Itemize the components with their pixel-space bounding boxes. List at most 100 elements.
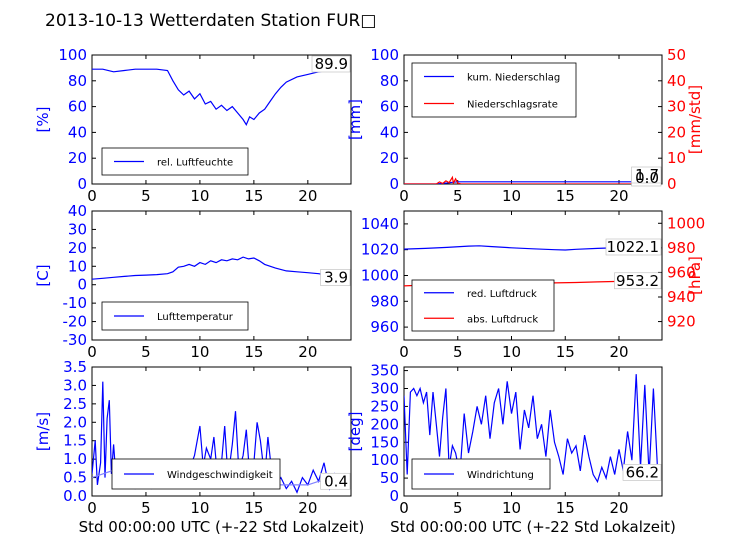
legend-label: Lufttemperatur — [157, 312, 234, 323]
y-tick-label: 20 — [380, 149, 399, 167]
y-tick-label: 980 — [370, 292, 399, 310]
legend: kum. Niederschlag Niederschlagsrate — [411, 62, 662, 187]
y-tick-label: 80 — [68, 72, 87, 90]
y-tick-label: -20 — [63, 313, 88, 331]
x-tick-label: 20 — [609, 187, 628, 205]
legend-box — [411, 279, 555, 332]
y-tick-label: 250 — [370, 397, 399, 415]
x-tick-label: 0 — [87, 343, 97, 361]
y-tick-label: 1000 — [361, 267, 399, 285]
last-value-label: 0.4 — [324, 472, 348, 490]
x-tick-label: 0 — [399, 343, 409, 361]
y-tick-label: 3.5 — [63, 358, 87, 376]
y-tick-label: 300 — [370, 380, 399, 398]
y-right-tick-label: 920 — [667, 313, 696, 331]
x-tick-label: 10 — [190, 343, 209, 361]
figure-title: 2013-10-13 Wetterdaten Station FUR□ — [45, 11, 376, 31]
y-tick-label: 40 — [68, 202, 87, 220]
y-tick-label: 0 — [389, 487, 399, 505]
y-tick-label: 1.0 — [63, 450, 87, 468]
x-tick-label: 10 — [190, 499, 209, 517]
y-right-tick-label: 30 — [667, 98, 686, 116]
last-value-label: 66.2 — [626, 463, 659, 481]
value-label-box — [622, 464, 662, 481]
legend-label: rel. Luftfeuchte — [157, 158, 233, 169]
value-label-box — [605, 238, 662, 256]
y-tick-label: 2.0 — [63, 413, 87, 431]
x-tick-label: 15 — [556, 499, 575, 517]
y-tick-label: 20 — [68, 149, 87, 167]
x-tick-label: 5 — [453, 343, 463, 361]
value-label-box — [311, 55, 351, 73]
series-line-lufttemperatur — [92, 256, 348, 280]
x-tick-label: 20 — [298, 343, 317, 361]
last-value-label: 953.2 — [616, 272, 659, 290]
legend-label: Niederschlagsrate — [467, 100, 558, 111]
y-tick-label: 0 — [77, 175, 87, 193]
series-line-rel-luftfeuchte — [92, 67, 348, 127]
y-tick-label: 200 — [370, 415, 399, 433]
legend: Lufttemperatur — [101, 269, 351, 331]
y-right-tick-label: 50 — [667, 46, 686, 64]
x-axis-label: Std 00:00:00 UTC (+-22 Std Lokalzeit) — [79, 518, 365, 536]
value-label-box — [320, 472, 351, 490]
x-tick-label: 20 — [609, 499, 628, 517]
y-tick-label: 960 — [370, 318, 399, 336]
x-tick-label: 10 — [190, 187, 209, 205]
y-right-axis-label: [mm/std] — [686, 85, 704, 154]
x-tick-label: 5 — [141, 499, 151, 517]
chart-pressure: 0 5 10 15 20 960 980 1000 1020 1040 920 940 960 980 10… — [361, 210, 705, 361]
x-tick-label: 0 — [87, 499, 97, 517]
y-axis-label: [m/s] — [34, 412, 52, 451]
y-tick-label: 40 — [68, 123, 87, 141]
y-tick-label: 0 — [389, 175, 399, 193]
y-tick-label: 350 — [370, 362, 399, 380]
x-tick-label: 0 — [399, 499, 409, 517]
legend-label: abs. Luftdruck — [467, 314, 538, 325]
legend-label: Windgeschwindigkeit — [167, 470, 273, 481]
legend-label: Windrichtung — [467, 470, 534, 481]
x-tick-label: 20 — [298, 187, 317, 205]
y-tick-label: 30 — [68, 220, 87, 238]
y-tick-label: 50 — [380, 469, 399, 487]
y-tick-label: 1020 — [361, 241, 399, 259]
y-right-tick-label: 40 — [667, 72, 686, 90]
x-tick-label: 20 — [609, 343, 628, 361]
y-axis-label: [mm] — [346, 99, 364, 140]
x-tick-label: 5 — [453, 187, 463, 205]
x-tick-label: 0 — [87, 187, 97, 205]
y-right-tick-label: 960 — [667, 263, 696, 281]
y-axis-label: [C] — [34, 264, 52, 286]
last-value-label: 1.7 — [635, 166, 659, 184]
legend-box — [411, 62, 577, 118]
x-tick-label: 15 — [556, 187, 575, 205]
x-tick-label: 15 — [244, 187, 263, 205]
y-tick-label: 100 — [370, 46, 399, 64]
y-right-tick-label: 0 — [667, 175, 677, 193]
y-tick-label: 2.5 — [63, 395, 87, 413]
y-tick-label: 0.5 — [63, 469, 87, 487]
legend-label: kum. Niederschlag — [467, 73, 560, 84]
y-axis-label: [deg] — [346, 412, 364, 452]
last-value-label: 3.9 — [324, 269, 348, 287]
x-tick-label: 10 — [502, 343, 521, 361]
value-label-box — [614, 272, 662, 290]
y-tick-label: 40 — [380, 123, 399, 141]
chart-temperature: 0 5 10 15 20-30-20-10010203040[C]Lufttempera… — [34, 202, 352, 361]
y-tick-label: -30 — [63, 331, 88, 349]
y-tick-label: 150 — [370, 433, 399, 451]
y-tick-label: 10 — [68, 257, 87, 275]
y-tick-label: 1040 — [361, 215, 399, 233]
y-tick-label: 100 — [58, 46, 87, 64]
x-tick-label: 10 — [502, 187, 521, 205]
y-tick-label: 20 — [68, 239, 87, 257]
x-tick-label: 5 — [141, 343, 151, 361]
y-tick-label: 0.0 — [63, 487, 87, 505]
series-line-windrichtung — [404, 374, 659, 484]
legend-label: red. Luftdruck — [467, 289, 537, 300]
y-tick-label: 3.0 — [63, 376, 87, 394]
legend: Windrichtung — [411, 458, 662, 490]
